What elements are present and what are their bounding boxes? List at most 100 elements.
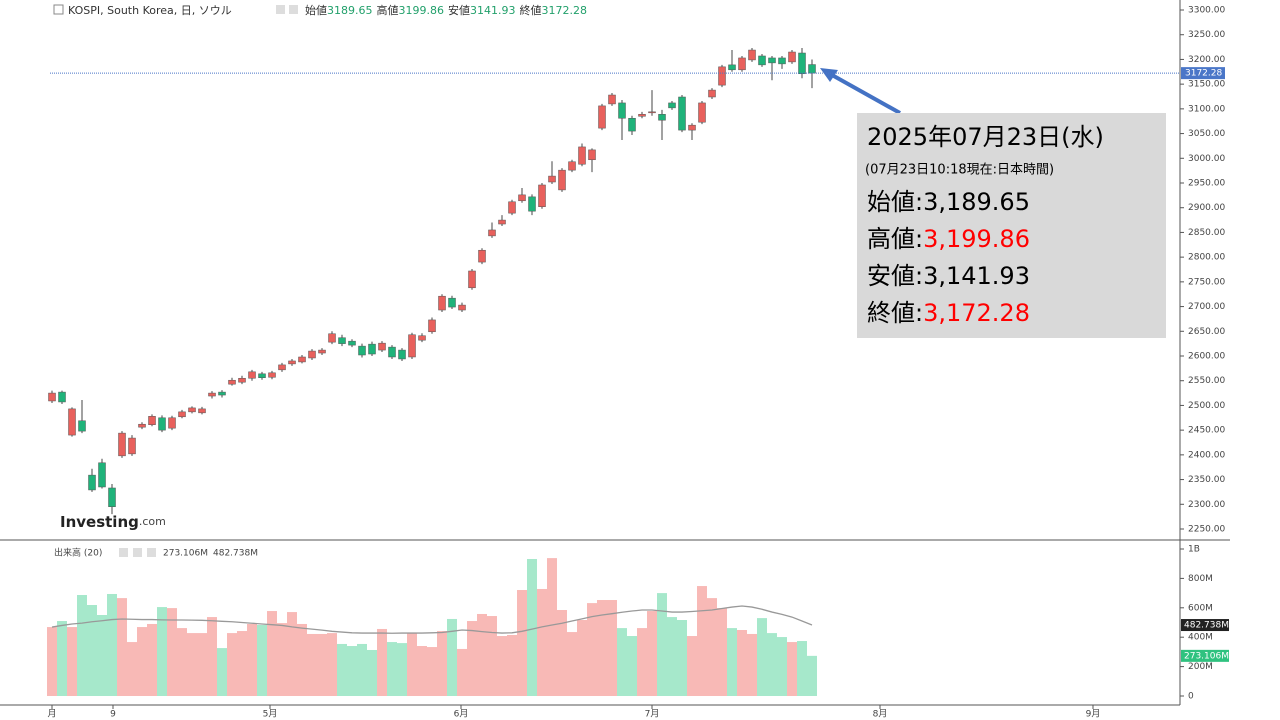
volume-bar (537, 588, 547, 696)
y-tick-label: 3050.00 (1188, 129, 1225, 139)
candle-body (518, 194, 526, 202)
y-tick-label: 2650.00 (1188, 327, 1225, 337)
logo-main: Investing (60, 513, 139, 531)
candle-body (418, 335, 426, 341)
candle-body (778, 57, 786, 65)
volume-bar (697, 586, 707, 696)
candle (68, 407, 76, 437)
icon[interactable] (276, 5, 285, 14)
candle (508, 199, 516, 216)
volume-bar (387, 642, 397, 696)
label: 安値 (448, 3, 470, 17)
row-value: 3,141.93 (923, 262, 1030, 290)
candle (298, 355, 306, 364)
candle (308, 349, 316, 360)
candle-body (118, 432, 126, 457)
y2-tick-label: 0 (1188, 692, 1194, 702)
volume-bar (117, 598, 127, 696)
candle (88, 468, 96, 492)
candle-body (508, 201, 516, 214)
volume-bar (587, 603, 597, 696)
candle-body (228, 379, 236, 385)
candle (188, 406, 196, 414)
collapse-icon[interactable] (53, 4, 64, 15)
y-tick-label: 2350.00 (1188, 475, 1225, 485)
candle-body (48, 392, 56, 402)
candle (338, 334, 346, 347)
candle (58, 390, 66, 404)
volume-bar (177, 628, 187, 696)
icon[interactable] (133, 548, 142, 557)
annotation-row: 終値:3,172.28 (867, 299, 1030, 327)
label: 始値 (305, 3, 327, 17)
icon[interactable] (147, 548, 156, 557)
ma-tag (1181, 619, 1229, 632)
candle (728, 50, 736, 72)
volume-bar (187, 633, 197, 696)
candle (168, 415, 176, 431)
candle (368, 341, 376, 356)
x-tick-label: 5月 (263, 709, 278, 720)
volume-bar (407, 633, 417, 696)
candle-body (198, 408, 206, 414)
candle (528, 194, 536, 216)
candle (428, 317, 436, 334)
candle (578, 143, 586, 167)
candle-body (608, 94, 616, 105)
candle-body (458, 304, 466, 311)
row-separator: : (915, 262, 923, 290)
icon[interactable] (289, 5, 298, 14)
volume-bar (737, 629, 747, 696)
volume-bar (577, 620, 587, 696)
volume-bar (237, 631, 247, 696)
candle (658, 109, 666, 140)
y-tick-label: 2450.00 (1188, 426, 1225, 436)
volume-bar (507, 634, 517, 696)
candle-body (428, 319, 436, 333)
candle-body (388, 346, 396, 358)
candle-body (78, 420, 86, 432)
icon[interactable] (119, 548, 128, 557)
volume-bar (67, 627, 77, 696)
y2-tick-label: 200M (1188, 662, 1213, 672)
y-tick-label: 2400.00 (1188, 450, 1225, 460)
candle (48, 390, 56, 403)
volume-bar (157, 607, 167, 696)
annotation-row: 始値:3,189.65 (867, 188, 1030, 216)
volume-tag-label: 273.106M (1184, 651, 1229, 661)
ohlc-header: 始値3189.65 高値3199.86 安値3141.93 終値3172.28 (305, 3, 587, 17)
volume-bar (807, 655, 817, 696)
candle-body (538, 184, 546, 207)
candle-body (548, 175, 556, 183)
candle (108, 484, 116, 515)
candle-body (528, 196, 536, 212)
candle (768, 55, 776, 81)
volume-bar (497, 636, 507, 696)
candle (628, 115, 636, 136)
candle-body (678, 96, 686, 131)
x-tick-label: 9月 (1086, 709, 1101, 720)
volume-bar (247, 623, 257, 696)
volume-bar (167, 608, 177, 696)
arrow (831, 73, 901, 115)
candle-body (108, 487, 116, 508)
candle-body (498, 219, 506, 225)
volume-bar (137, 627, 147, 696)
volume-tag (1181, 649, 1229, 662)
candle-body (298, 356, 306, 363)
candle (408, 332, 416, 359)
annotation-row: 高値:3,199.86 (867, 225, 1030, 253)
candle (438, 294, 446, 313)
row-value: 3,189.65 (923, 188, 1030, 216)
candle-body (628, 117, 636, 132)
volume-bar (717, 608, 727, 696)
candle-body (588, 149, 596, 161)
candle (148, 414, 156, 427)
symbol-title: KOSPI, South Korea, 日, ソウル (68, 4, 232, 17)
y-tick-label: 3000.00 (1188, 154, 1225, 164)
candle (378, 341, 386, 353)
candle (488, 222, 496, 238)
candle (278, 362, 286, 372)
candle (738, 55, 746, 72)
y2-tick-label: 600M (1188, 603, 1213, 613)
